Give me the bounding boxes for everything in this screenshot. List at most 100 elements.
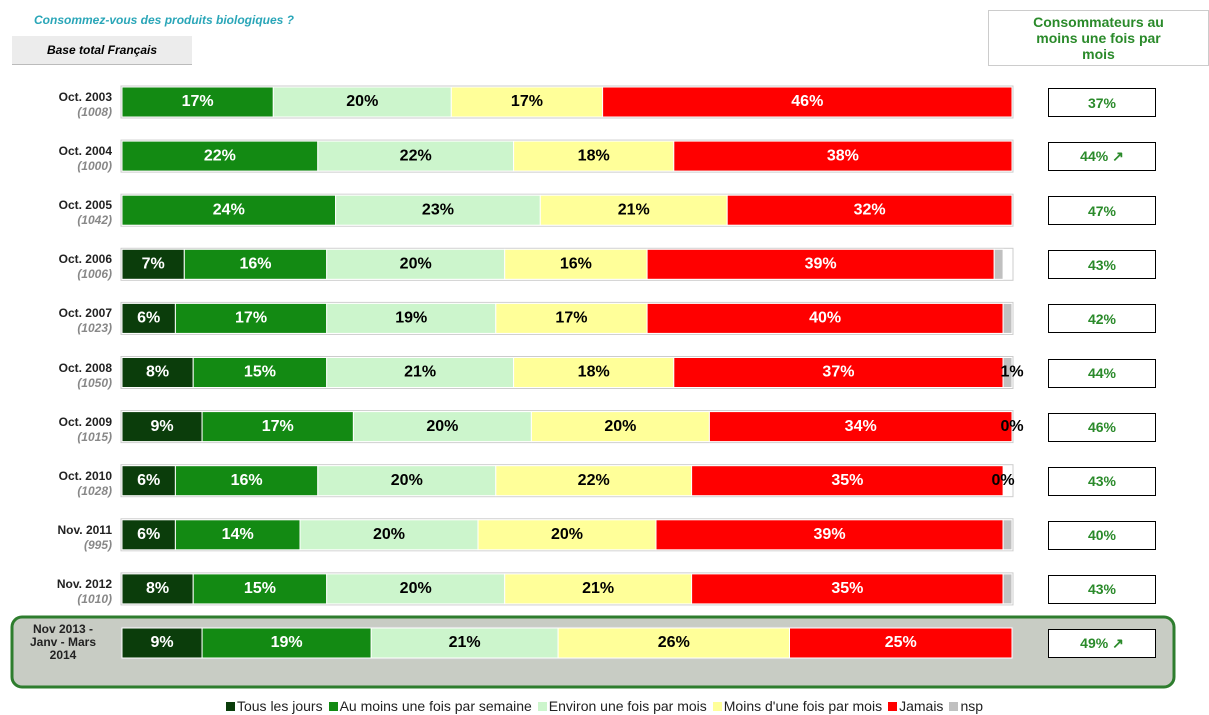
data-label: 16% (560, 256, 592, 273)
bar-segment (1002, 357, 1013, 388)
data-label: 20% (400, 256, 432, 273)
data-label: 34% (845, 418, 877, 435)
legend-swatch (949, 702, 959, 711)
legend-label: Moins d'une fois par mois (723, 698, 883, 714)
bar-segment (299, 519, 479, 551)
legend-swatch (888, 702, 898, 711)
bar-segment (121, 519, 176, 551)
bar-segment (121, 194, 337, 226)
bar-segment (183, 248, 328, 280)
category-label: Oct. 2008 (58, 360, 112, 375)
data-label: 20% (373, 526, 405, 543)
legend-label: Jamais (899, 698, 944, 714)
legend-item: Jamais (888, 698, 943, 714)
bar-segment (450, 86, 604, 118)
legend-item: Moins d'une fois par mois (712, 698, 883, 714)
bar-segment (352, 411, 532, 443)
sample-size: (1000) (77, 159, 112, 174)
category-label: Oct. 2004 (58, 144, 112, 159)
category-label: Nov. 2011 (57, 522, 112, 537)
bar-segment (121, 627, 203, 659)
data-label: 16% (239, 256, 271, 273)
legend: Tous les jours Au moins une fois par sema… (0, 698, 1209, 714)
data-label: 22% (400, 147, 432, 164)
category-label: Oct. 2003 (58, 90, 112, 104)
legend-label: nsp (960, 698, 984, 714)
bar-segment (646, 248, 995, 280)
bar-segment (1002, 302, 1013, 334)
bar-segment (602, 86, 1013, 118)
bar-segment (530, 411, 710, 443)
legend-swatch (712, 702, 722, 711)
data-label: 21% (404, 364, 436, 381)
data-label: 8% (146, 580, 169, 597)
bar-segment (673, 140, 1013, 172)
total-box: 43% (1048, 250, 1156, 280)
total-box: 46% (1048, 412, 1156, 442)
data-label: 20% (551, 526, 583, 543)
data-label: 6% (137, 472, 160, 489)
bar-segment (655, 519, 1004, 551)
bar-segment (691, 573, 1004, 605)
bar-segment (174, 519, 301, 551)
data-label: 19% (271, 634, 303, 651)
bar-segment (495, 465, 693, 497)
bar-segment (673, 357, 1004, 388)
data-label: 18% (578, 364, 610, 381)
bar-segment (993, 248, 1004, 280)
bar-segment (789, 627, 1013, 659)
data-label: 39% (814, 526, 846, 543)
total-box: 42% (1048, 304, 1156, 334)
data-label: 8% (146, 364, 169, 381)
total-box: 43% (1048, 574, 1156, 604)
sample-size: (1023) (77, 321, 112, 336)
category-label: Oct. 2007 (58, 306, 112, 321)
bar-segment (121, 573, 194, 605)
total-box: 44% (1048, 358, 1156, 388)
data-label: 14% (222, 526, 254, 543)
sample-size: (1008) (77, 105, 112, 119)
data-label: 21% (582, 580, 614, 597)
data-label: 17% (235, 310, 267, 327)
total-box: 43% (1048, 466, 1156, 496)
legend-swatch (537, 702, 547, 711)
data-label: 23% (422, 201, 454, 218)
sample-size: (1010) (77, 591, 112, 606)
legend-swatch (225, 702, 235, 711)
bar-segment (121, 465, 176, 497)
data-label: 20% (400, 580, 432, 597)
totals-title: Consommateurs au moins une fois par mois (988, 10, 1209, 66)
data-label: 20% (391, 472, 423, 489)
bar-segment (192, 573, 328, 605)
bar-segment (504, 573, 693, 605)
data-label: 40% (809, 310, 841, 327)
data-label: 1% (1000, 364, 1023, 381)
total-box: 47% (1048, 196, 1156, 226)
data-label: 37% (822, 364, 854, 381)
bar-segment (557, 627, 790, 659)
data-label: 39% (805, 256, 837, 273)
category-label: Oct. 2009 (58, 414, 112, 429)
data-label: 22% (578, 472, 610, 489)
category-label: Nov. 2012 (56, 576, 112, 591)
data-label: 35% (831, 580, 863, 597)
bar-segment (326, 248, 506, 280)
data-label: 20% (426, 418, 458, 435)
category-label: Oct. 2010 (58, 468, 112, 483)
legend-swatch (328, 702, 338, 711)
sample-size: (1050) (77, 375, 112, 390)
bar-segment (174, 302, 328, 334)
bar-segment (317, 465, 497, 497)
legend-label: Environ une fois par mois (548, 698, 707, 714)
data-label: 38% (827, 147, 859, 164)
category-label: Oct. 2005 (58, 198, 112, 213)
bar-segment (370, 627, 559, 659)
data-label: 17% (182, 93, 214, 110)
bar-segment (513, 140, 675, 172)
data-label: 9% (150, 634, 173, 651)
sample-size: (1006) (77, 267, 112, 282)
category-label: Nov 2013 - Janv - Mars 2014 (29, 622, 97, 662)
bar-segment (192, 357, 328, 388)
